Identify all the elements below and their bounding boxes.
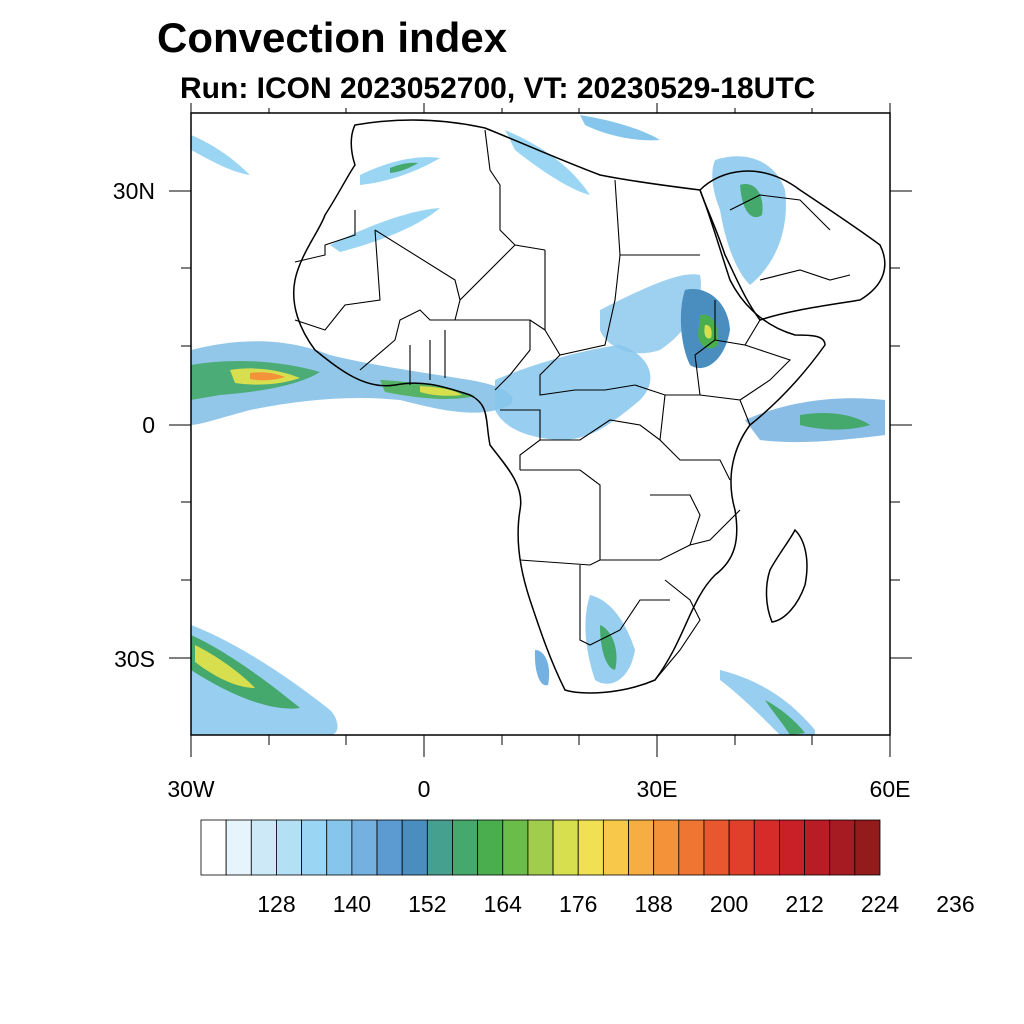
convection-area <box>191 635 300 709</box>
country-borders <box>294 129 851 681</box>
colorbar-swatch <box>779 819 805 876</box>
lat-label-30n: 30N <box>113 178 155 204</box>
colorbar-swatch <box>678 819 705 876</box>
convection-area <box>800 413 870 430</box>
convection-area <box>420 386 462 396</box>
border-line <box>484 129 546 251</box>
colorbar-label: 152 <box>408 891 446 917</box>
convection-area <box>191 625 338 735</box>
border-line <box>409 330 446 385</box>
axis-labels: 30N 0 30S 30W 0 30E 60E <box>113 178 911 802</box>
axis-ticks <box>169 103 912 757</box>
colorbar-label: 140 <box>333 891 371 917</box>
colorbar-swatch <box>401 819 428 876</box>
convection-area <box>360 157 440 185</box>
border-line <box>539 354 636 396</box>
colorbar-swatch <box>426 819 453 876</box>
border-line <box>659 394 731 481</box>
colorbar-swatch <box>552 819 579 876</box>
colorbar-swatch <box>326 819 353 876</box>
colorbar-swatch <box>452 819 479 876</box>
colorbar-label: 176 <box>559 891 597 917</box>
colorbar-swatch <box>653 819 680 876</box>
lon-label-0: 0 <box>418 776 431 802</box>
colorbar-labels: 128 140 152 164 176 188 200 212 224 236 <box>257 891 974 917</box>
convection-area <box>330 208 440 252</box>
colorbar-swatch <box>628 819 655 876</box>
border-line <box>614 179 700 256</box>
convection-area <box>390 162 418 173</box>
colorbar-swatch <box>527 819 554 876</box>
colorbar <box>200 819 881 876</box>
chart-title: Convection index <box>157 14 508 61</box>
colorbar-swatch <box>804 819 831 876</box>
colorbar-swatch <box>200 819 227 876</box>
arabia-coastline <box>699 170 886 321</box>
colorbar-label: 236 <box>936 891 974 917</box>
border-line <box>520 469 691 561</box>
colorbar-label: 128 <box>257 891 295 917</box>
lat-label-0: 0 <box>142 412 155 438</box>
colorbar-swatch <box>477 819 504 876</box>
colorbar-swatch <box>728 819 755 876</box>
border-line <box>544 250 621 356</box>
colorbar-swatch <box>502 819 529 876</box>
colorbar-label: 200 <box>710 891 748 917</box>
colorbar-swatch <box>250 819 277 876</box>
colorbar-label: 224 <box>861 891 900 917</box>
border-line <box>739 344 792 401</box>
convection-area <box>600 274 701 354</box>
border-line <box>650 494 741 546</box>
colorbar-swatch <box>753 819 780 876</box>
colorbar-swatch <box>225 819 252 876</box>
convection-area <box>250 372 285 381</box>
border-line <box>634 384 751 426</box>
border-line <box>579 565 670 646</box>
border-line <box>494 320 531 391</box>
convection-area <box>495 345 651 440</box>
map-frame <box>190 112 891 736</box>
lon-label-30w: 30W <box>167 776 215 802</box>
colorbar-swatch <box>376 819 403 876</box>
convection-area <box>600 625 617 670</box>
border-line <box>455 319 546 331</box>
colorbar-swatch <box>301 819 328 876</box>
convection-area <box>580 115 660 141</box>
border-line <box>294 210 356 263</box>
border-line <box>519 559 601 566</box>
border-line <box>759 269 851 281</box>
convection-field <box>191 115 885 735</box>
colorbar-swatch <box>276 819 302 876</box>
colorbar-label: 164 <box>484 891 523 917</box>
lat-label-30s: 30S <box>114 646 155 672</box>
convection-area <box>704 324 712 339</box>
border-line <box>294 229 381 331</box>
colorbar-swatch <box>829 819 856 876</box>
madagascar-coastline <box>765 528 808 623</box>
colorbar-swatch <box>577 819 604 876</box>
border-line <box>729 194 831 231</box>
colorbar-swatch <box>602 819 629 876</box>
convection-area <box>765 700 805 735</box>
colorbar-label: 212 <box>785 891 823 917</box>
convection-area <box>191 341 513 425</box>
border-line <box>654 579 701 681</box>
convection-area <box>534 650 550 686</box>
convection-area <box>505 130 590 195</box>
border-line <box>694 300 716 396</box>
convection-area <box>712 156 786 285</box>
chart-subtitle: Run: ICON 2023052700, VT: 20230529-18UTC <box>180 72 816 105</box>
convection-area <box>191 135 250 175</box>
lon-label-30e: 30E <box>637 776 678 802</box>
border-line <box>540 419 661 441</box>
colorbar-swatch <box>351 819 378 876</box>
convection-area <box>740 184 763 218</box>
colorbar-swatch <box>703 819 730 876</box>
colorbar-label: 188 <box>634 891 672 917</box>
border-line <box>374 229 516 302</box>
colorbar-swatch <box>854 819 881 876</box>
lon-label-60e: 60E <box>870 776 911 802</box>
convection-area <box>195 645 255 688</box>
